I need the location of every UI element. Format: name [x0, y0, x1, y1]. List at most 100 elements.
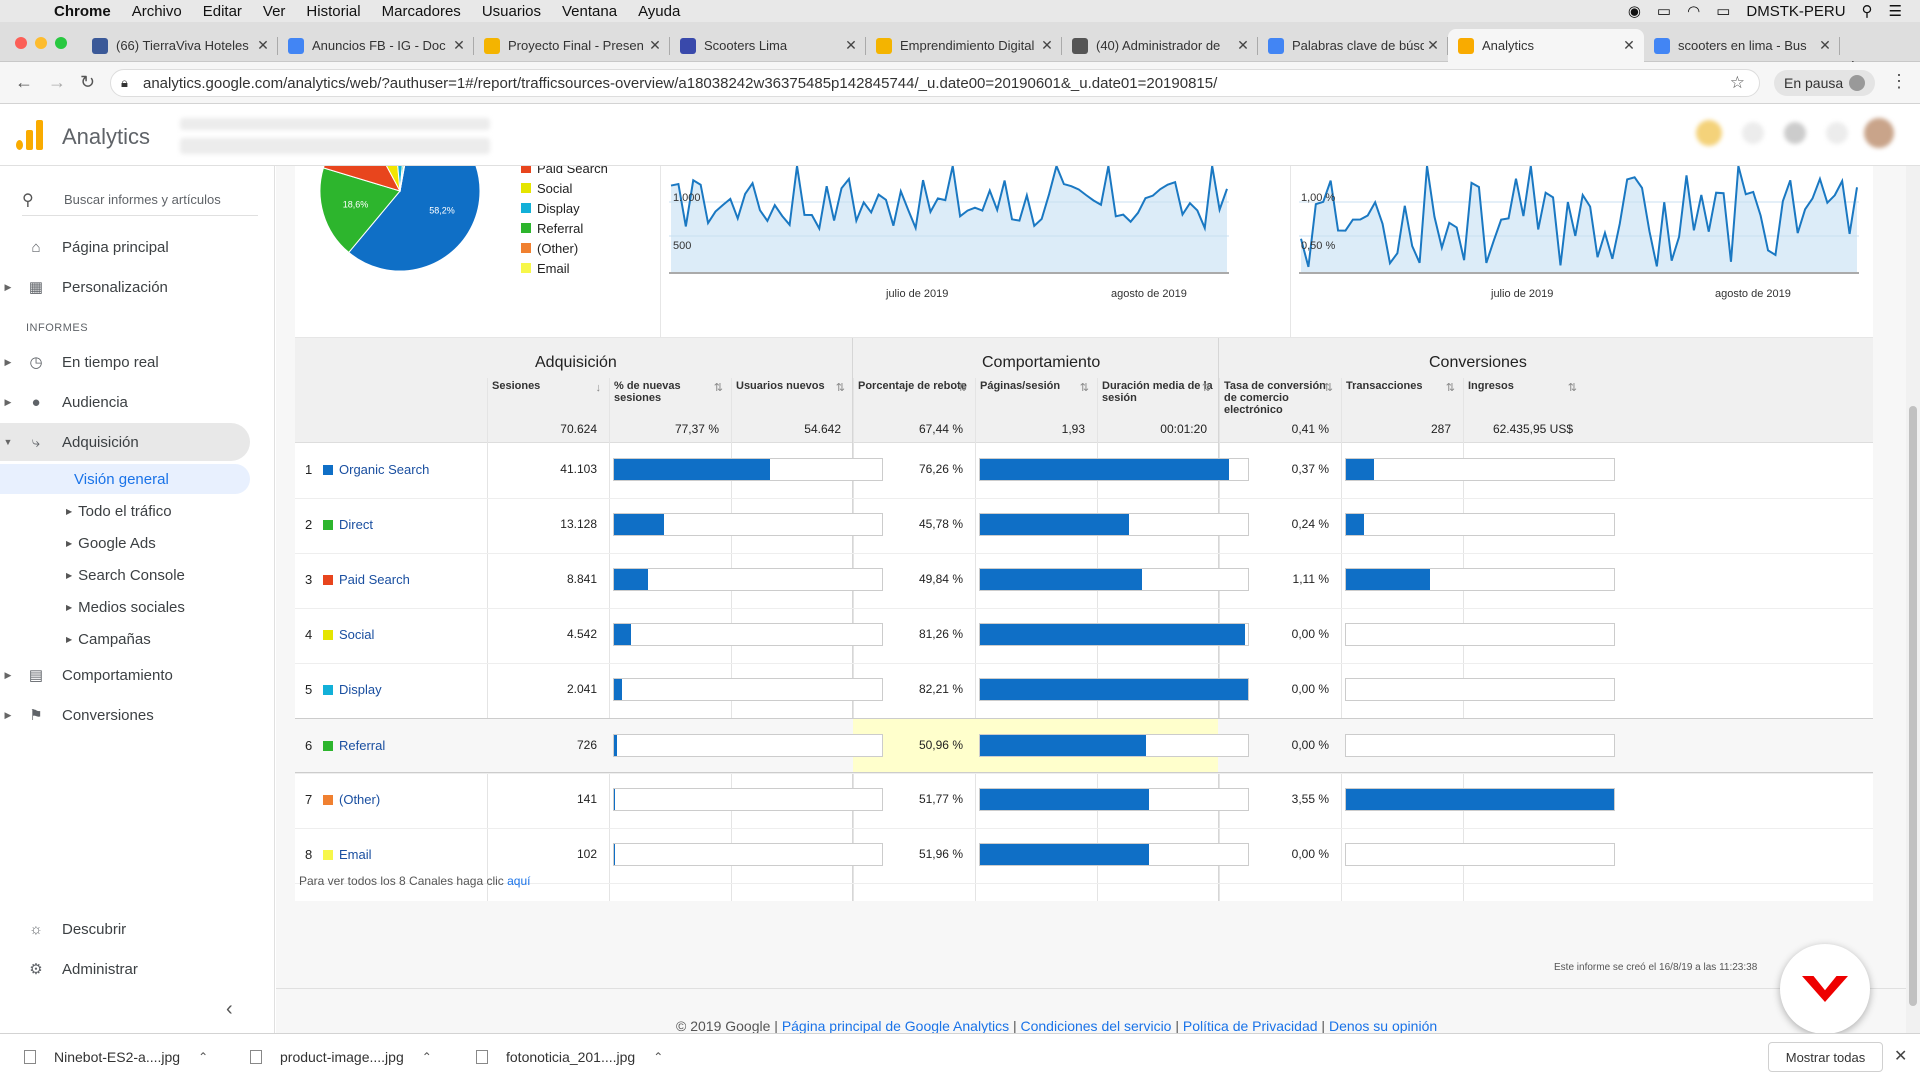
- column-header-new-users[interactable]: Usuarios nuevos ⇅: [736, 380, 851, 394]
- spotlight-icon[interactable]: ⚲: [1861, 3, 1873, 20]
- maximize-window-icon[interactable]: [55, 37, 67, 49]
- chevron-up-icon[interactable]: ⌃: [198, 1050, 209, 1064]
- table-row[interactable]: 6 Referral 726 50,96 % 0,00 %: [295, 718, 1873, 773]
- sort-icon[interactable]: ⇅: [835, 382, 845, 394]
- footer-link[interactable]: aquí: [507, 874, 531, 888]
- menu-ventana[interactable]: Ventana: [562, 2, 618, 20]
- channel-link[interactable]: Paid Search: [339, 572, 410, 587]
- tab[interactable]: Palabras clave de búsq ✕: [1258, 29, 1448, 62]
- close-window-icon[interactable]: [15, 37, 27, 49]
- sort-icon[interactable]: ⇅: [957, 382, 967, 394]
- menu-historial[interactable]: Historial: [306, 2, 361, 20]
- menu-ayuda[interactable]: Ayuda: [638, 2, 681, 20]
- pie-slice[interactable]: [362, 166, 401, 192]
- url-text[interactable]: analytics.google.com/analytics/web/?auth…: [143, 74, 1218, 92]
- table-row[interactable]: 4 Social 4.542 81,26 % 0,00 %: [295, 608, 1873, 663]
- pie-slice[interactable]: [319, 167, 401, 254]
- sort-icon[interactable]: ⇅: [1445, 382, 1455, 394]
- apple-icon[interactable]: [22, 3, 40, 19]
- sort-icon[interactable]: ↓: [595, 382, 602, 394]
- sidebar-item-discover[interactable]: ☼ Descubrir: [0, 910, 250, 948]
- help-icon[interactable]: [1784, 122, 1806, 144]
- table-row[interactable]: 7 (Other) 141 51,77 % 3,55 %: [295, 773, 1873, 828]
- close-tab-icon[interactable]: ✕: [257, 37, 269, 53]
- pie-slice[interactable]: [348, 166, 481, 272]
- collapse-sidebar-icon[interactable]: ‹: [226, 998, 233, 1020]
- footer-link-privacy[interactable]: Política de Privacidad: [1182, 1018, 1318, 1034]
- minimize-window-icon[interactable]: [35, 37, 47, 49]
- download-item[interactable]: product-image....jpg ⌃: [250, 1046, 432, 1068]
- close-tab-icon[interactable]: ✕: [1623, 37, 1635, 53]
- sidebar-subitem-campaigns[interactable]: ▶ Campañas: [0, 624, 250, 654]
- sidebar-item-admin[interactable]: ⚙ Administrar: [0, 950, 250, 988]
- sort-icon[interactable]: ⇅: [1567, 382, 1577, 394]
- sidebar-item-realtime[interactable]: ▶ ◷ En tiempo real: [4, 353, 159, 372]
- sidebar-subitem-overview[interactable]: Visión general: [0, 464, 250, 494]
- table-row[interactable]: 1 Organic Search 41.103 76,26 % 0,37 %: [295, 443, 1873, 498]
- search-input[interactable]: ⚲ Buscar informes y artículos: [22, 184, 258, 216]
- close-tab-icon[interactable]: ✕: [1041, 37, 1053, 53]
- sort-icon[interactable]: ⇅: [1079, 382, 1089, 394]
- channel-link[interactable]: Email: [339, 847, 372, 862]
- battery-icon[interactable]: ▭: [1716, 3, 1731, 20]
- tab[interactable]: Proyecto Final - Presen ✕: [474, 29, 670, 62]
- channel-link[interactable]: Social: [339, 627, 375, 642]
- close-tab-icon[interactable]: ✕: [453, 37, 465, 53]
- sidebar-item-acquisition[interactable]: ▼ ⤷ Adquisición: [0, 423, 250, 461]
- close-icon[interactable]: ✕: [1894, 1048, 1908, 1065]
- table-row[interactable]: 3 Paid Search 8.841 49,84 % 1,11 %: [295, 553, 1873, 608]
- chrome-menu-icon[interactable]: ⋮: [1890, 71, 1908, 91]
- footer-link-home[interactable]: Página principal de Google Analytics: [781, 1018, 1010, 1034]
- view-selector[interactable]: [180, 138, 490, 154]
- sidebar-item-customization[interactable]: ▶ ▦ Personalización: [4, 278, 168, 297]
- lock-icon[interactable]: 🔒︎: [121, 75, 128, 90]
- menu-archivo[interactable]: Archivo: [131, 2, 182, 20]
- pie-slice[interactable]: [322, 166, 402, 192]
- settings-icon[interactable]: [1826, 122, 1848, 144]
- sidebar-subitem-search-console[interactable]: ▶ Search Console: [0, 560, 250, 590]
- table-row[interactable]: 8 Email 102 51,96 % 0,00 %: [295, 828, 1873, 883]
- sidebar-item-behavior[interactable]: ▶ ▤ Comportamiento: [4, 666, 173, 685]
- bookmark-star-icon[interactable]: ☆: [1729, 73, 1745, 92]
- sort-icon[interactable]: ⇅: [713, 382, 723, 394]
- display-icon[interactable]: ▭: [1656, 3, 1672, 20]
- tab[interactable]: (66) TierraViva Hoteles ✕: [82, 29, 278, 62]
- sidebar-item-conversions[interactable]: ▶ ⚑ Conversiones: [4, 706, 154, 725]
- close-tab-icon[interactable]: ✕: [845, 37, 857, 53]
- column-header-sessions[interactable]: Sesiones ↓: [492, 380, 607, 394]
- forward-icon[interactable]: →: [48, 72, 66, 92]
- table-row[interactable]: 5 Display 2.041 82,21 % 0,00 %: [295, 663, 1873, 718]
- floating-action-button[interactable]: [1780, 944, 1870, 1034]
- menu-ver[interactable]: Ver: [262, 2, 286, 20]
- menu-usuarios[interactable]: Usuarios: [481, 2, 541, 20]
- menu-marcadores[interactable]: Marcadores: [381, 2, 461, 20]
- avatar[interactable]: [1864, 118, 1894, 148]
- close-tab-icon[interactable]: ✕: [1427, 37, 1439, 53]
- channel-link[interactable]: Referral: [339, 738, 386, 753]
- address-bar[interactable]: 🔒︎ analytics.google.com/analytics/web/?a…: [110, 69, 1760, 97]
- table-row[interactable]: 2 Direct 13.128 45,78 % 0,24 %: [295, 498, 1873, 553]
- channel-link[interactable]: Direct: [339, 517, 373, 532]
- sidebar-subitem-google-ads[interactable]: ▶ Google Ads: [0, 528, 250, 558]
- column-header-transactions[interactable]: Transacciones ⇅: [1346, 380, 1461, 394]
- download-item[interactable]: fotonoticia_201....jpg ⌃: [476, 1046, 663, 1068]
- tab[interactable]: Anuncios FB - IG - Doc ✕: [278, 29, 474, 62]
- record-icon[interactable]: ◉: [1627, 3, 1641, 20]
- tab[interactable]: scooters en lima - Bus ✕: [1644, 29, 1840, 62]
- close-tab-icon[interactable]: ✕: [649, 37, 661, 53]
- footer-link-terms[interactable]: Condiciones del servicio: [1020, 1018, 1172, 1034]
- wifi-icon[interactable]: ◠: [1687, 3, 1701, 20]
- notification-center-icon[interactable]: ☰: [1888, 3, 1902, 20]
- pie-slice[interactable]: [393, 166, 408, 192]
- tab[interactable]: Analytics ✕: [1448, 29, 1644, 62]
- account-path[interactable]: [180, 118, 490, 130]
- show-all-downloads-button[interactable]: Mostrar todas: [1768, 1042, 1883, 1072]
- column-header-duration[interactable]: Duración media de la sesión ⇅: [1102, 380, 1217, 404]
- download-item[interactable]: Ninebot-ES2-a....jpg ⌃: [24, 1046, 208, 1068]
- sort-icon[interactable]: ⇅: [1323, 382, 1333, 394]
- channel-link[interactable]: (Other): [339, 792, 381, 807]
- chevron-up-icon[interactable]: ⌃: [421, 1050, 432, 1064]
- back-icon[interactable]: ←: [15, 72, 33, 92]
- reload-icon[interactable]: ↻: [80, 72, 96, 92]
- profile-button[interactable]: En pausa: [1774, 70, 1876, 96]
